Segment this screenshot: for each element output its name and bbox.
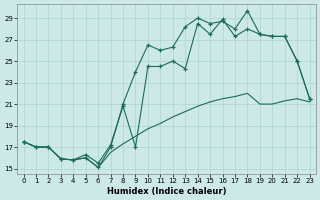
X-axis label: Humidex (Indice chaleur): Humidex (Indice chaleur) — [107, 187, 226, 196]
